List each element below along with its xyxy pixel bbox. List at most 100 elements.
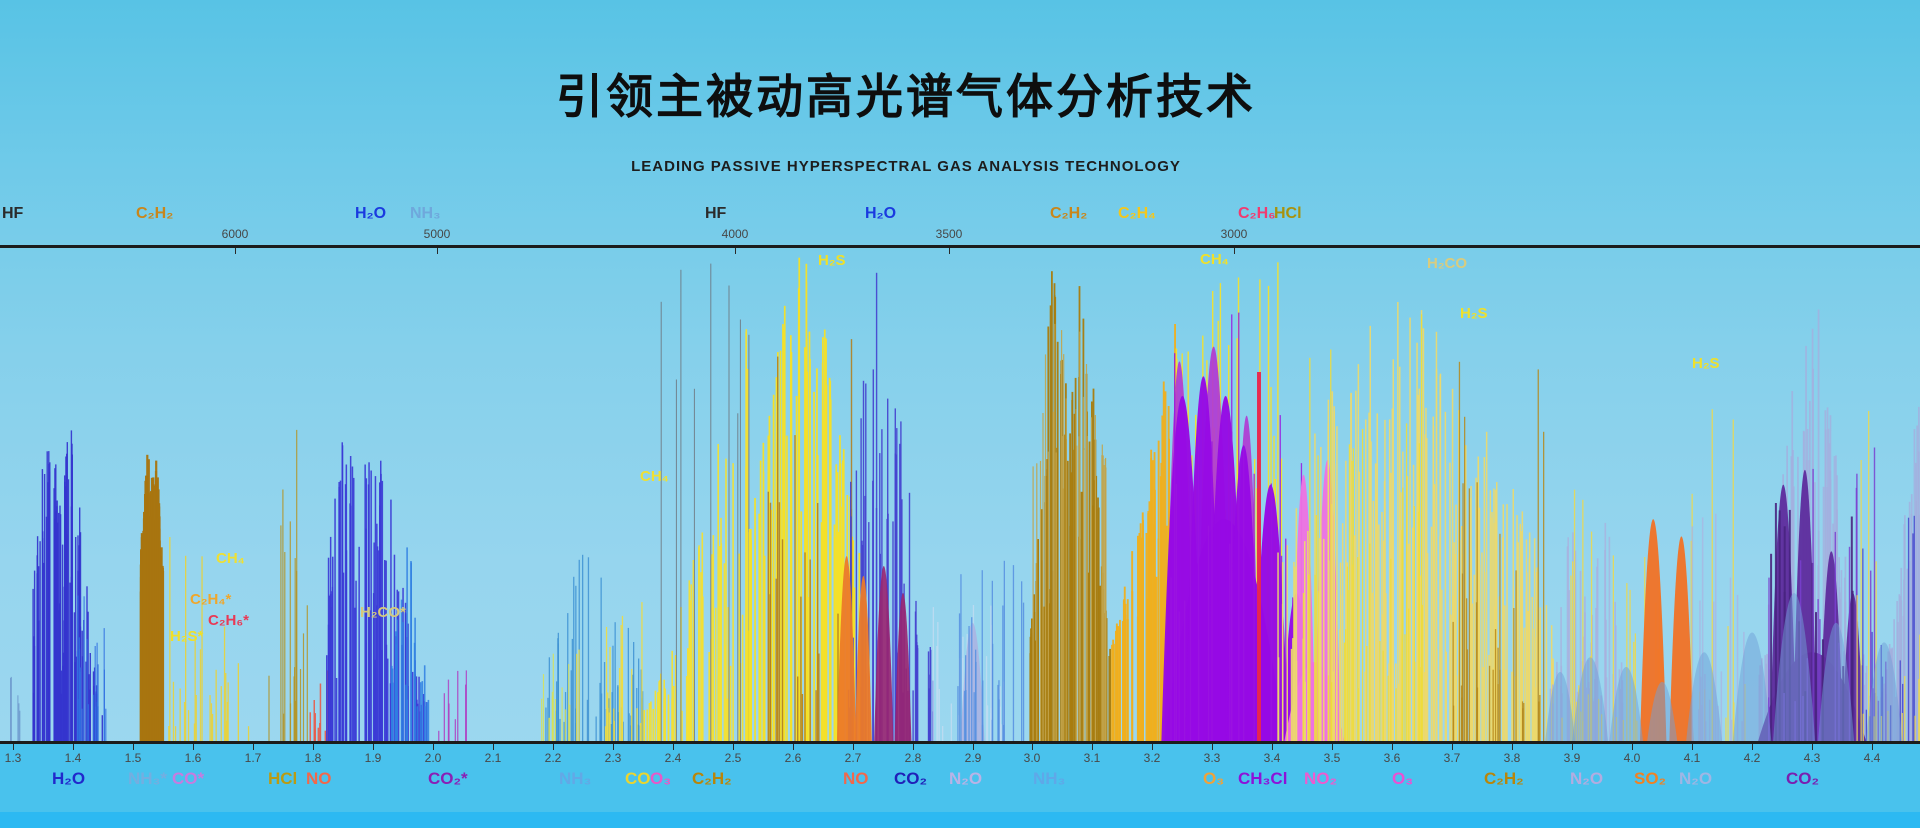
spectral-line-CO — [568, 664, 570, 741]
spectral-line-NH₃ — [557, 643, 559, 741]
spectral-line-H₂CO* — [327, 624, 330, 741]
spectral-line-O₃ — [1357, 557, 1359, 741]
spectral-line-H₂O — [37, 566, 40, 741]
spectral-line-N₂O — [1574, 550, 1577, 741]
spectral-line-H₂S — [1590, 531, 1593, 741]
spectral-line-C₂H₂ — [700, 572, 702, 741]
spectral-line-NH₃ — [556, 681, 558, 741]
spectral-line-CO₂* — [454, 719, 456, 741]
spectral-line-C₂H₂/CH₄ — [839, 435, 841, 741]
top-tick-label: 6000 — [221, 227, 249, 241]
spectral-line-CO₂-broad — [1817, 309, 1820, 741]
spectral-line-N₂O — [942, 726, 944, 741]
spectral-line-O₃/C₂H₂ — [1531, 597, 1533, 741]
spectral-line-H₂O — [69, 582, 71, 741]
spectral-line-H₂CO* — [379, 505, 381, 741]
spectral-line-C₂H₂ — [646, 709, 648, 741]
spectral-line-NH₃* — [149, 516, 152, 741]
spectral-line-O₃/C₂H₂ — [1528, 532, 1531, 741]
spectral-line-O₃/C₂H₂ — [1506, 504, 1508, 741]
spectral-band-low-humps — [1545, 672, 1576, 741]
spectral-line-NH₃ — [567, 613, 569, 741]
bottom-tick-mark — [433, 744, 434, 750]
spectral-line-H₂O/CO₂ — [855, 470, 858, 741]
top-gas-label: HF — [705, 205, 727, 222]
spectral-line-H₂CO* — [341, 442, 343, 741]
spectral-line-CO₂-broad — [1862, 654, 1865, 741]
spectral-line-H₂O — [103, 669, 105, 741]
bottom-gas-label: NO — [306, 769, 332, 788]
spectral-line-N₂O — [1736, 594, 1739, 741]
spectral-line-O₃/C₂H₂ — [1399, 366, 1401, 741]
spectral-band-low-humps — [1647, 681, 1678, 741]
top-gas-label: HCl — [1274, 205, 1302, 222]
spectral-line-NH₃ — [617, 686, 619, 741]
bottom-gas-label: NH₃ — [559, 769, 592, 788]
spectral-line-NH₃ — [1022, 602, 1025, 741]
spectral-line-CO — [609, 647, 611, 741]
spectral-line-NH₃ — [1076, 445, 1078, 741]
bottom-tick-label: 2.0 — [424, 751, 442, 765]
spectral-line-O₃ — [1421, 604, 1423, 741]
spectral-line-H₂CO* — [384, 560, 386, 741]
spectral-line-NH₃ — [1103, 465, 1105, 741]
spectral-line-NH₃ — [1056, 341, 1059, 741]
spectral-line-CH₄ — [1112, 645, 1115, 741]
spectral-line-O₃/C₂H₂ — [1433, 484, 1436, 741]
spectral-line-H₂O/CO₂ — [914, 611, 917, 741]
bottom-tick-mark — [553, 744, 554, 750]
spectral-line-NH₃ — [1003, 560, 1005, 741]
spectral-line-H₂CO* — [413, 642, 416, 741]
bottom-tick-mark — [673, 744, 674, 750]
spectral-line-NH₃ — [559, 718, 561, 741]
spectral-line-CH₃Cl — [1253, 473, 1255, 741]
spectral-line-CO — [621, 615, 624, 741]
spectral-line-H₂O — [80, 667, 82, 741]
bottom-gas-label: CO* — [172, 769, 205, 788]
spectral-line-CH₄ — [1111, 644, 1113, 741]
spectral-line-H₂O-right — [1902, 683, 1904, 741]
spectral-line-CO — [639, 723, 642, 741]
spectral-line-CH₄ — [1117, 626, 1120, 741]
spectral-line-O₃ — [1369, 543, 1371, 741]
spectral-line-H₂CO* — [339, 480, 342, 741]
spectral-line-C₂H₂ — [1476, 482, 1478, 741]
spectral-line-H₂O — [105, 708, 107, 741]
spectral-line-C₂H₂ — [1539, 695, 1541, 741]
spectral-band-low-humps — [1866, 642, 1903, 741]
spectral-line-O₃/C₂H₂ — [1422, 328, 1425, 741]
spectral-line-C₂H₂ — [726, 698, 728, 741]
spectral-line-C₂H₂ — [712, 535, 715, 741]
spectral-line-C₂H₂/CH₄ — [798, 257, 801, 741]
spectral-band-SO₂ — [1669, 536, 1694, 741]
spectral-line-C₂H₂ — [687, 648, 689, 741]
spectral-line-C₂H₂ — [1464, 416, 1466, 741]
top-tick-mark — [1234, 248, 1235, 254]
spectral-line-CH₄ — [1164, 391, 1167, 741]
spectral-line-NH₃ — [957, 686, 959, 741]
spectral-line-O₃/C₂H₂ — [1533, 538, 1536, 741]
bottom-gas-label: CO₂* — [428, 769, 468, 788]
spectral-line-O₃/C₂H₂ — [1464, 445, 1467, 741]
spectral-line-NH₃* — [141, 534, 144, 741]
spectral-line-O₃/C₂H₂ — [1516, 515, 1518, 741]
spectral-line-NH₃ — [1078, 436, 1080, 741]
spectral-line-C₂H₂ — [1543, 431, 1545, 741]
spectral-line-H₂O — [85, 661, 87, 741]
spectral-line-C₂H₂/CH₄ — [748, 532, 751, 741]
spectral-line-O₃/C₂H₂ — [1304, 541, 1306, 741]
spectral-line-NH₃ — [600, 693, 603, 741]
spectral-line-CO — [578, 649, 580, 741]
spectral-line-H₂CO* — [421, 681, 424, 741]
spectral-line-NH₃ — [1069, 525, 1072, 741]
spectral-line-H₂O — [66, 534, 68, 741]
spectral-line-H₂CO* — [419, 682, 422, 741]
spectral-line-O₃ — [1348, 444, 1351, 741]
spectral-line-CH₃Cl — [1178, 611, 1180, 741]
spectral-line-NH₃ — [981, 570, 983, 741]
spectral-line-H₂CO* — [407, 623, 409, 741]
bottom-gas-label: O₃ — [1203, 769, 1225, 788]
spectral-line-HF — [10, 677, 12, 741]
spectral-line-CO — [541, 698, 543, 741]
spectral-line-H₂S-right — [1904, 676, 1906, 741]
